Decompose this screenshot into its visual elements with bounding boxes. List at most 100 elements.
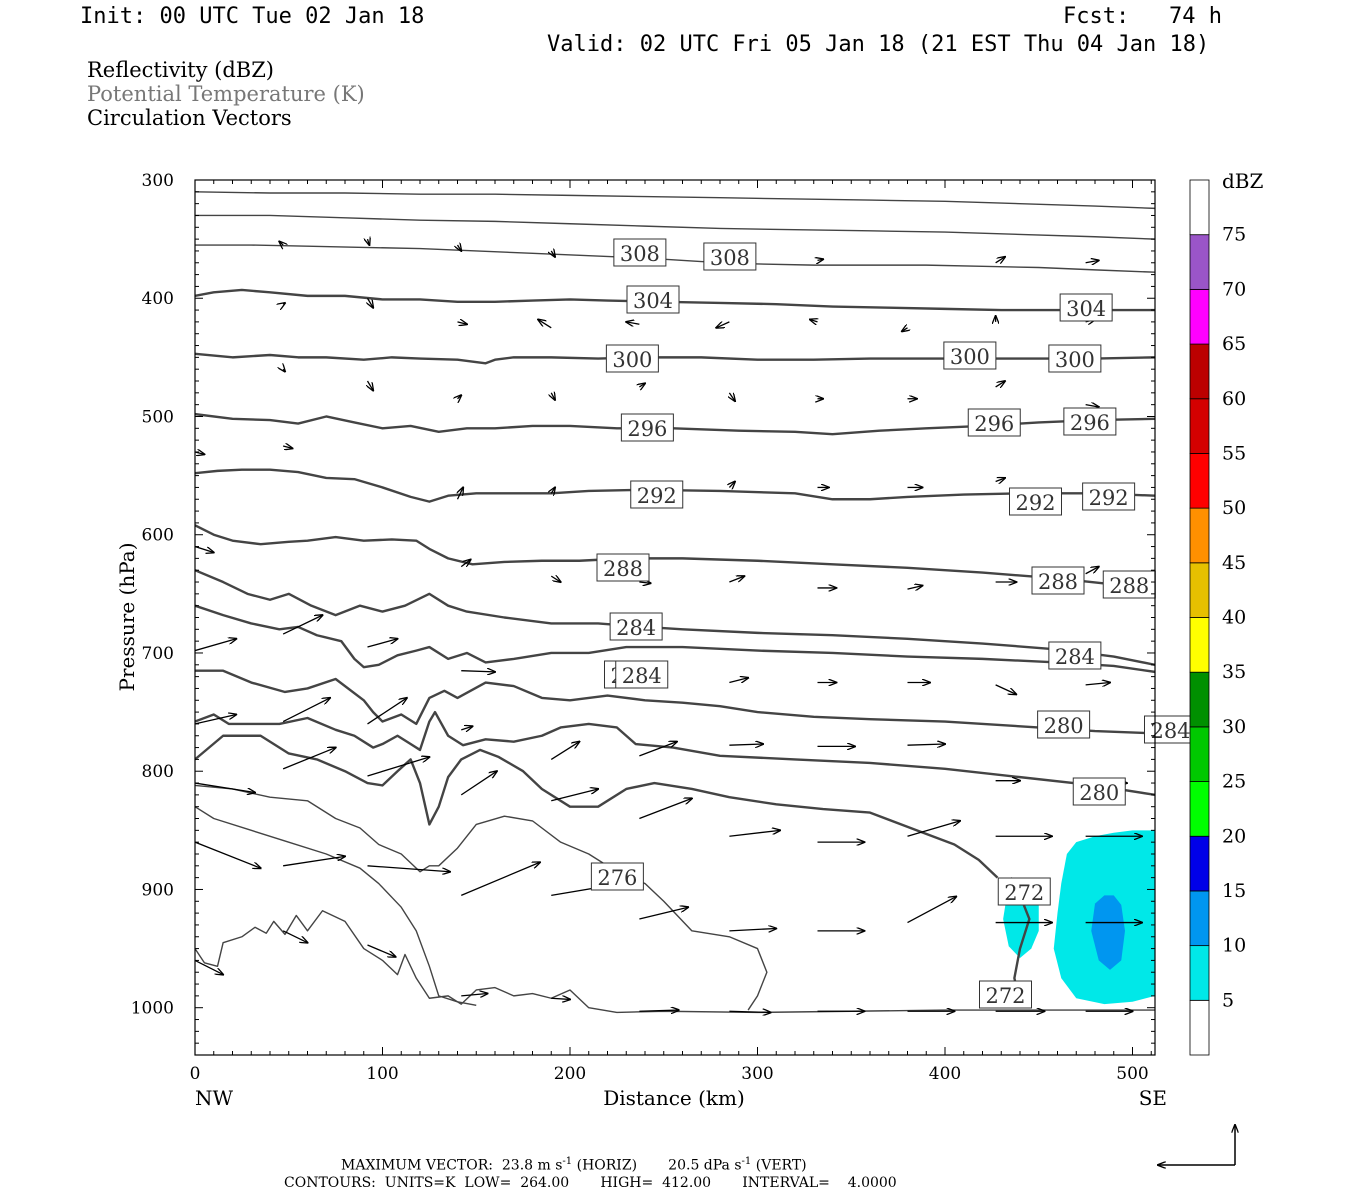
x-tick-label: 200 <box>554 1064 586 1084</box>
circulation-vector <box>457 322 467 324</box>
vector-prefix: MAXIMUM VECTOR: 23.8 m s <box>341 1157 563 1174</box>
colorbar-tick-label: 35 <box>1222 661 1246 683</box>
circulation-vector <box>460 862 540 896</box>
svg-text:272: 272 <box>1004 881 1044 905</box>
colorbar-swatch <box>1189 890 1210 947</box>
circulation-vector <box>550 742 579 760</box>
svg-text:304: 304 <box>1066 297 1106 321</box>
circulation-vector <box>367 757 430 777</box>
x-left-endpoint: NW <box>195 1086 234 1110</box>
circulation-vector <box>1085 405 1099 407</box>
colorbar-swatch <box>1189 781 1210 837</box>
contour-label-288: 288 <box>1031 566 1085 595</box>
colorbar-swatch <box>1189 343 1210 400</box>
svg-text:308: 308 <box>620 242 660 266</box>
circulation-vector <box>283 369 285 371</box>
svg-text:296: 296 <box>1070 411 1110 435</box>
svg-text:280: 280 <box>1044 714 1084 738</box>
y-tick-label: 1000 <box>131 999 174 1019</box>
theta-contour-304 <box>195 288 1155 312</box>
circulation-vector <box>729 576 744 583</box>
x-tick-label: 100 <box>366 1064 398 1084</box>
colorbar-swatch <box>1189 562 1210 618</box>
circulation-vector <box>626 322 640 324</box>
svg-text:272: 272 <box>985 984 1025 1008</box>
colorbar-tick-label: 60 <box>1222 388 1246 410</box>
theta-contour-284 <box>195 604 1155 674</box>
vector-vert-exp: -1 <box>741 1156 752 1167</box>
svg-text:292: 292 <box>1089 486 1129 510</box>
x-axis-label: Distance (km) <box>603 1086 745 1110</box>
circulation-vector <box>639 742 677 757</box>
theta-contour-280 <box>195 710 1155 797</box>
circulation-vector <box>282 446 292 448</box>
circulation-vector <box>818 259 824 260</box>
vector-horiz: (HORIZ) <box>572 1157 638 1174</box>
svg-text:288: 288 <box>603 557 643 581</box>
circulation-vector <box>538 320 552 329</box>
svg-text:284: 284 <box>1150 719 1190 743</box>
contour-label-276: 276 <box>590 862 644 891</box>
circulation-vector <box>1085 567 1099 575</box>
circulation-vector <box>729 392 735 401</box>
footer-contours: CONTOURS: UNITS=K LOW= 264.00 HIGH= 412.… <box>284 1175 897 1191</box>
theta-contour-276 <box>195 806 477 1007</box>
svg-text:284: 284 <box>1055 645 1095 669</box>
circulation-vector <box>460 560 470 567</box>
colorbar-swatch <box>1189 726 1210 782</box>
circulation-vector <box>282 698 330 723</box>
colorbar-tick-label: 45 <box>1222 552 1246 574</box>
contour-label-304: 304 <box>626 285 680 314</box>
circulation-vector <box>907 821 961 837</box>
colorbar-tick-label: 50 <box>1222 497 1246 519</box>
colorbar: 5 10 15 20 25 30 35 40 45 50 55 60 65 70 75 <box>1189 179 1246 1056</box>
circulation-vector <box>195 782 255 792</box>
circulation-vector <box>368 239 370 245</box>
contour-label-300: 300 <box>1048 344 1102 373</box>
theta-contour-276 <box>195 784 768 1011</box>
colorbar-swatch <box>1189 835 1210 892</box>
svg-text:284: 284 <box>622 664 662 688</box>
contour-label-284: 284 <box>1048 641 1102 670</box>
valid-time: Valid: 02 UTC Fri 05 Jan 18 (21 EST Thu … <box>547 32 1210 57</box>
circulation-vector <box>639 907 688 920</box>
colorbar-swatch <box>1189 945 1210 1001</box>
colorbar-tick-label: 5 <box>1222 989 1234 1011</box>
circulation-vector <box>639 798 692 820</box>
circulation-vector <box>729 744 763 745</box>
circulation-vector <box>282 615 322 635</box>
circulation-vector <box>282 748 336 770</box>
contour-label-280: 280 <box>1072 777 1126 806</box>
colorbar-tick-label: 10 <box>1222 935 1246 957</box>
colorbar-tick-label: 40 <box>1222 607 1246 629</box>
colorbar-tick-label: 55 <box>1222 442 1246 464</box>
circulation-vector <box>1085 260 1099 262</box>
vector-vert: (VERT) <box>751 1157 807 1174</box>
y-tick-label: 400 <box>142 289 174 309</box>
contour-label-304: 304 <box>1059 293 1113 322</box>
y-tick-label: 600 <box>142 526 174 546</box>
circulation-vector <box>639 383 645 387</box>
contour-label-296: 296 <box>620 413 674 442</box>
svg-text:300: 300 <box>1055 348 1095 372</box>
field-circulation-vectors: Circulation Vectors <box>87 106 292 130</box>
y-axis-label: Pressure (hPa) <box>115 543 139 692</box>
svg-text:276: 276 <box>597 866 637 890</box>
circulation-vector <box>195 545 214 553</box>
init-time: Init: 00 UTC Tue 02 Jan 18 <box>80 4 425 29</box>
svg-text:296: 296 <box>974 412 1014 436</box>
theta-contour-296 <box>195 412 1155 436</box>
y-tick-label: 900 <box>142 880 174 900</box>
x-right-endpoint: SE <box>1139 1086 1167 1110</box>
svg-text:300: 300 <box>950 345 990 369</box>
circulation-vector <box>368 297 374 307</box>
vector-mid: 20.5 dPa s <box>637 1157 742 1174</box>
svg-text:300: 300 <box>612 348 652 372</box>
contour-label-288: 288 <box>596 553 650 582</box>
contour-label-284: 284 <box>1144 715 1197 744</box>
circulation-vector <box>458 487 464 500</box>
footer-max-vector: MAXIMUM VECTOR: 23.8 m s -1 (HORIZ) 20.5 … <box>341 1156 807 1174</box>
circulation-vector <box>729 928 776 930</box>
colorbar-tick-label: 15 <box>1222 880 1246 902</box>
